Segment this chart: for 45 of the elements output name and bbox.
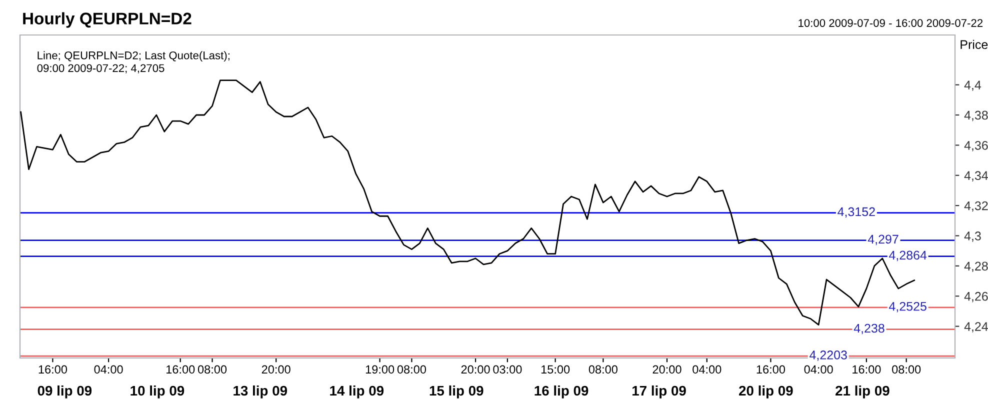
text: 20 lip 09: [739, 385, 793, 398]
x-tick-label: 16:00: [166, 365, 195, 374]
y-tick-label: 4,24: [964, 322, 988, 332]
text: 17 lip 09: [632, 385, 686, 398]
x-tick-label: 08:00: [397, 365, 426, 374]
text: 16 lip 09: [534, 385, 588, 398]
text: 15 lip 09: [430, 385, 484, 398]
ref-line-label: 4,3152: [838, 207, 875, 218]
x-tick-label: 20:00: [461, 365, 490, 374]
y-tick-label: 4,28: [964, 262, 988, 272]
ref-line-label: 4,2864: [889, 250, 927, 262]
x-tick-label: 08:00: [198, 365, 227, 374]
chart-title: Hourly QEURPLN=D2: [23, 12, 192, 28]
text: 14 lip 09: [330, 385, 384, 398]
y-tick-label: 4,4: [964, 80, 982, 91]
text: 21 lip 09: [836, 385, 890, 398]
y-tick-label: 4,36: [964, 140, 988, 152]
x-tick-label: 04:00: [94, 365, 123, 374]
x-tick-label: 04:00: [692, 365, 722, 374]
ref-line-label: 4,2525: [889, 302, 926, 312]
x-tick-label: 20:00: [652, 365, 682, 374]
x-tick-label: 16:00: [756, 365, 786, 374]
text: 09 lip 09: [38, 385, 92, 398]
x-tick-label: 04:00: [804, 365, 833, 374]
y-tick-label: 4,38: [964, 110, 988, 122]
annotation: Line; QEURPLN=D2; Last Quote(Last); 09:00 2009-07-22; 4,2705: [37, 51, 230, 74]
x-tick-label: 20:00: [262, 365, 290, 374]
y-tick-label: 4,26: [964, 292, 988, 302]
y-tick-label: 4,3: [964, 232, 981, 242]
x-tick-label: 15:00: [541, 365, 570, 374]
text: 13 lip 09: [234, 385, 288, 398]
x-tick-label: 03:00: [493, 365, 522, 374]
x-tick-label: 08:00: [892, 365, 921, 374]
ref-line-label: 4,238: [854, 324, 884, 334]
y-tick-label: 4,32: [964, 201, 988, 212]
x-tick-label: 08:00: [588, 365, 618, 374]
text: 10 lip 09: [130, 385, 184, 398]
x-tick-label: 19:00: [366, 365, 394, 374]
ref-line-label: 4,2203: [810, 350, 847, 361]
chart-subtitle: 10:00 2009-07-09 - 16:00 2009-07-22: [798, 19, 983, 27]
x-tick-label: 16:00: [852, 365, 881, 374]
x-tick-label: 16:00: [38, 365, 68, 374]
y-tick-label: 4,34: [964, 171, 988, 182]
ref-line-label: 4,297: [868, 234, 898, 246]
y-axis-title: Price: [960, 40, 988, 50]
